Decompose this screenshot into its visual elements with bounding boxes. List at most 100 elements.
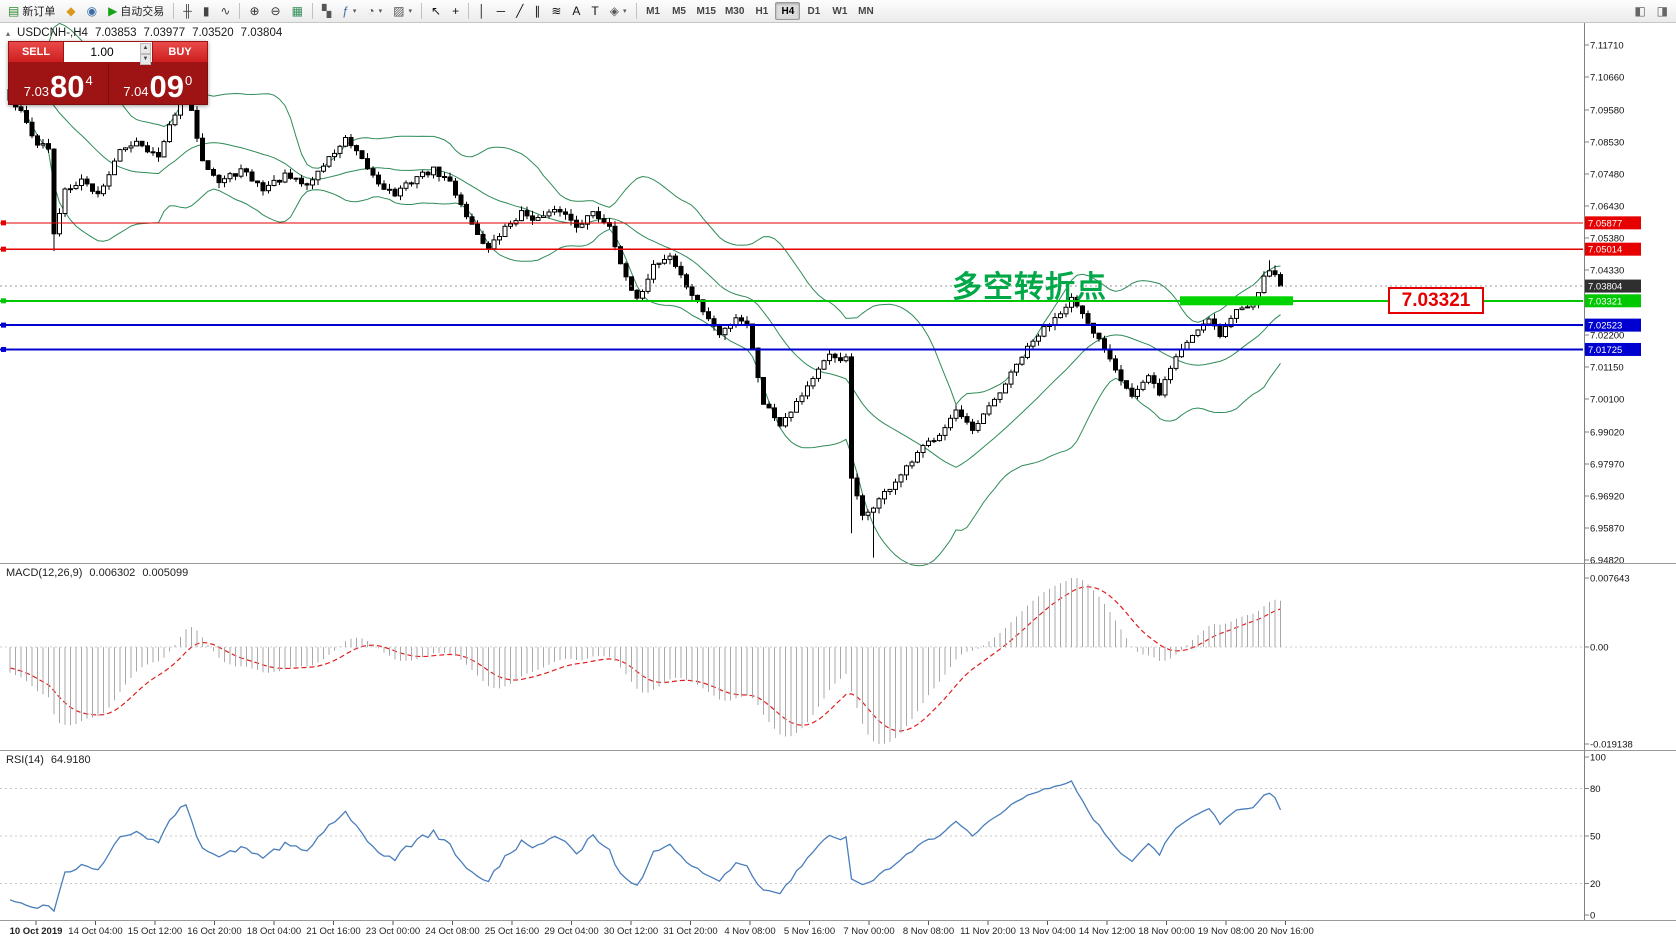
timeframe-d1-button[interactable]: D1: [801, 2, 826, 20]
bollinger-upper-band: [9, 22, 1281, 406]
timeframe-mn-button[interactable]: MN: [853, 2, 878, 20]
bar-chart-button[interactable]: ╫: [178, 2, 197, 21]
toolbar-separator: [421, 3, 423, 19]
time-axis-label: 4 Nov 08:00: [724, 926, 775, 937]
volume-spin-down[interactable]: ▼: [140, 54, 151, 65]
timeframe-h1-button[interactable]: H1: [749, 2, 774, 20]
time-axis-label: 13 Nov 04:00: [1019, 926, 1076, 937]
panel-dividers[interactable]: [0, 563, 1676, 921]
ohlc-high: 7.03977: [143, 27, 186, 39]
crosshair-button[interactable]: +: [447, 2, 464, 21]
time-axis-label: 24 Oct 08:00: [425, 926, 479, 937]
templates-button[interactable]: ▨ ▾: [388, 2, 417, 21]
macd-value-main: 0.006302: [89, 567, 136, 579]
text-button[interactable]: A: [567, 2, 585, 21]
channel-button[interactable]: ∥: [529, 2, 545, 21]
time-axis-label: 8 Nov 08:00: [903, 926, 954, 937]
arrange-charts-button[interactable]: ▚: [317, 2, 336, 21]
text-label-button[interactable]: T: [586, 2, 603, 21]
macd-axis-label: 0.007643: [1590, 574, 1630, 585]
timeframe-h4-button[interactable]: H4: [775, 2, 801, 20]
fibonacci-button[interactable]: ≋: [546, 2, 566, 21]
timeframe-w1-button[interactable]: W1: [827, 2, 852, 20]
price-tag-7.03321: [1585, 294, 1641, 308]
toolbar-separator: [239, 3, 241, 19]
sell-price-big: 80: [50, 69, 85, 105]
zoom-out-button[interactable]: ⊖: [266, 2, 286, 21]
sell-price[interactable]: 7.03 80 4: [9, 63, 108, 104]
sell-button[interactable]: SELL: [8, 41, 64, 63]
ohlc-close: 7.03804: [240, 27, 283, 39]
auto-scroll-button[interactable]: ◨: [1652, 2, 1673, 21]
hline-handle[interactable]: [1, 298, 6, 304]
rsi-axis-label: 0: [1590, 911, 1595, 922]
market-watch-button[interactable]: ◆: [61, 2, 80, 21]
price-axis[interactable]: 7.11710 7.10660 7.09580 7.08530 7.07480 7.064…: [1584, 23, 1641, 921]
price-axis-label: 6.96920: [1590, 491, 1624, 502]
rsi-line: [9, 780, 1282, 913]
indicators-icon: ƒ: [342, 4, 349, 18]
price-axis-label: 6.97970: [1590, 459, 1624, 470]
price-level-callout[interactable]: 7.03321: [1388, 287, 1484, 314]
macd-header: MACD(12,26,9) 0.006302 0.005099: [6, 567, 188, 579]
shapes-button[interactable]: ◈ ▾: [605, 2, 632, 21]
indicators-button[interactable]: ƒ ▾: [337, 2, 361, 21]
hline-handle[interactable]: [1, 322, 6, 328]
profiles-button[interactable]: ◉: [82, 2, 102, 21]
cursor-button[interactable]: ↖: [426, 2, 446, 21]
timeframe-m15-button[interactable]: M15: [693, 2, 720, 20]
buy-button[interactable]: BUY: [152, 41, 208, 63]
text-icon: A: [572, 4, 581, 18]
rsi-axis-label: 80: [1590, 784, 1601, 795]
time-axis-label: 25 Oct 16:00: [485, 926, 539, 937]
time-axis-label: 20 Nov 16:00: [1257, 926, 1314, 937]
tile-windows-icon: ▦: [291, 4, 303, 18]
trendline-button[interactable]: ╱: [511, 2, 528, 21]
price-axis-label: 6.99020: [1590, 427, 1624, 438]
candles: [7, 78, 1283, 558]
time-axis[interactable]: 10 Oct 2019 14 Oct 04:00 15 Oct 12:00 16 Oc…: [10, 921, 1314, 937]
line-chart-button[interactable]: ∿: [215, 2, 235, 21]
bar-chart-icon: ╫: [183, 4, 192, 18]
hline-handle[interactable]: [1, 220, 6, 226]
horizontal-line-button[interactable]: ─: [492, 2, 511, 21]
timeframe-m30-button[interactable]: M30: [721, 2, 748, 20]
timeframe-m5-button[interactable]: M5: [667, 2, 692, 20]
bollinger-lower-band: [9, 97, 1281, 567]
price-axis-label: 6.94820: [1590, 556, 1624, 567]
time-axis-label: 30 Oct 12:00: [604, 926, 658, 937]
volume-input[interactable]: [64, 42, 152, 62]
time-axis-label: 7 Nov 00:00: [843, 926, 894, 937]
time-axis-label: 29 Oct 04:00: [544, 926, 598, 937]
autotrading-button[interactable]: ▶ 自动交易: [103, 2, 169, 21]
sell-price-prefix: 7.03: [23, 84, 50, 99]
hline-handle[interactable]: [1, 346, 6, 352]
zoom-in-button[interactable]: ⊕: [244, 2, 264, 21]
volume-spin-up[interactable]: ▲: [140, 43, 151, 54]
candlestick-chart-button[interactable]: ▮: [198, 2, 215, 21]
rsi-axis-label: 20: [1590, 879, 1601, 890]
time-axis-label: 5 Nov 16:00: [784, 926, 835, 937]
vertical-line-button[interactable]: │: [473, 2, 491, 21]
timeframe-m1-button[interactable]: M1: [641, 2, 666, 20]
macd-signal-line: [9, 586, 1281, 732]
zoom-out-icon: ⊖: [270, 4, 281, 18]
turning-point-annotation[interactable]: 多空转折点: [952, 271, 1107, 304]
price-axis-label: 7.09580: [1590, 105, 1624, 116]
support-zone-bar[interactable]: [1180, 296, 1293, 306]
chart-shift-button[interactable]: ◧: [1629, 2, 1650, 21]
ohlc-low: 7.03520: [192, 27, 234, 39]
sell-price-sup: 4: [85, 73, 93, 88]
hline-handle[interactable]: [1, 246, 6, 252]
horizontal-level-lines[interactable]: [0, 220, 1583, 352]
tile-windows-button[interactable]: ▦: [287, 2, 308, 21]
new-order-button[interactable]: ▤ 新订单: [3, 2, 60, 21]
price-tag-7.02523: [1585, 318, 1641, 332]
market-watch-icon: ◆: [66, 4, 76, 18]
ohlc-open: 7.03853: [94, 27, 137, 39]
chart-shift-icon: ◧: [1634, 4, 1646, 18]
templates-icon: ▨: [393, 4, 405, 18]
periods-button[interactable]: ◔ ▾: [362, 2, 387, 21]
